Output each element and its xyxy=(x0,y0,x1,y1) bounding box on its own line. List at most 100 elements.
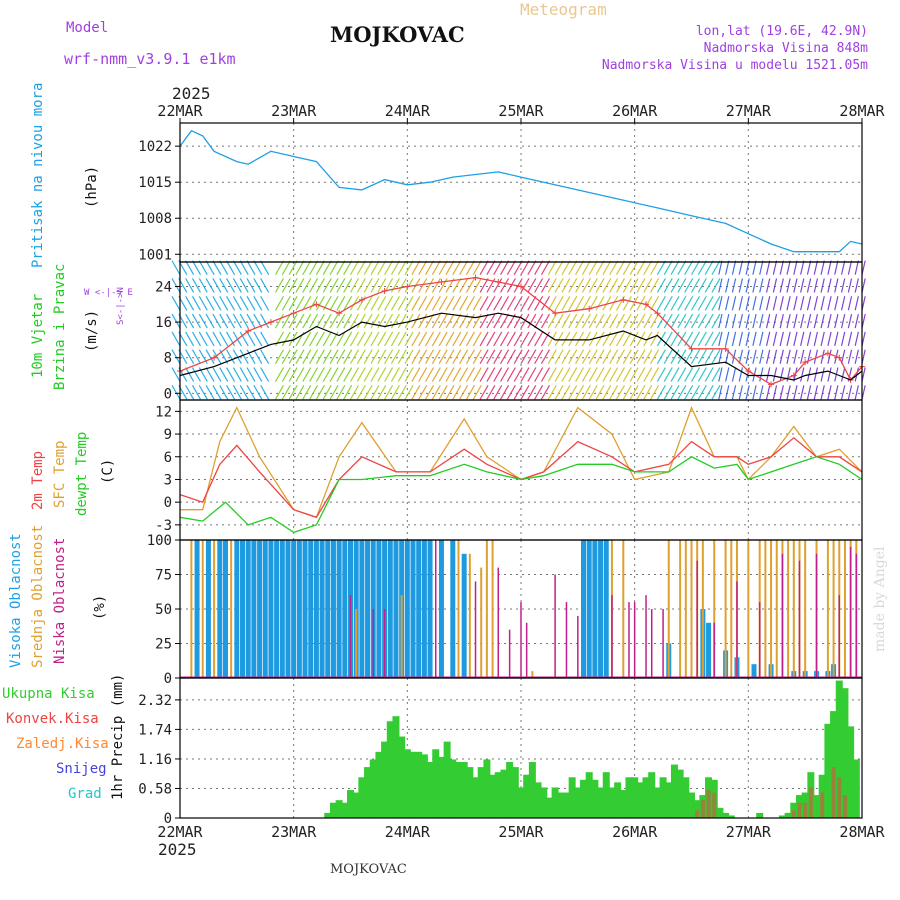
wind-barb xyxy=(315,278,325,293)
wind-barb xyxy=(609,260,619,275)
y-tick-label: 1001 xyxy=(138,247,172,263)
wind-barb xyxy=(704,295,714,311)
wind-barb xyxy=(390,313,400,329)
wind-barb xyxy=(424,331,435,347)
precip-bar-total xyxy=(676,769,684,818)
wind-barb xyxy=(513,385,523,400)
cloud-bar-mid xyxy=(701,540,704,677)
wind-barb xyxy=(459,295,469,311)
wind-barb xyxy=(547,349,557,365)
wind-barb xyxy=(418,278,428,293)
cloud-bar-high xyxy=(586,540,592,677)
wind-barb xyxy=(445,385,455,400)
cloud-bar-high xyxy=(382,540,388,677)
wind-barb xyxy=(239,260,249,275)
wind-barb xyxy=(438,260,448,275)
wind-barb xyxy=(336,313,346,329)
y-tick-label: 9 xyxy=(164,427,172,443)
wind-barb xyxy=(424,260,435,275)
wind-barb xyxy=(636,260,646,275)
wind-barb xyxy=(827,385,832,400)
wind-barb xyxy=(725,260,730,275)
wind-barb xyxy=(854,260,859,275)
wind-barb xyxy=(452,278,462,293)
wind-barb xyxy=(711,331,721,347)
wind-barb xyxy=(643,313,653,329)
wind-barb xyxy=(349,367,360,382)
y-tick-label: 0.58 xyxy=(138,781,172,797)
wind-barb xyxy=(309,385,319,400)
wind-barb xyxy=(800,313,805,329)
precip-bar-convective xyxy=(842,795,847,818)
cloud-bar-mid xyxy=(792,540,795,677)
wind-barb xyxy=(813,349,819,364)
wind-barb xyxy=(506,385,516,400)
wind-barb xyxy=(232,367,242,382)
cloud-bar-high xyxy=(438,540,444,677)
wind-barb xyxy=(752,349,757,364)
wind-barb xyxy=(465,260,475,275)
wind-barb xyxy=(643,349,653,365)
meteogram-label: Meteogram xyxy=(520,0,607,19)
wind-barb xyxy=(793,349,798,364)
wind-barb xyxy=(554,349,564,365)
wind-barb xyxy=(813,313,819,329)
wind-barb xyxy=(191,295,201,311)
x-tick-label-bottom: 25MAR xyxy=(498,823,544,841)
dewpt-line xyxy=(179,456,863,534)
wind-barb xyxy=(731,296,737,311)
model-altitude-label: Nadmorska Visina u modelu 1521.05m xyxy=(601,58,868,73)
x-tick-label-top: 23MAR xyxy=(271,102,317,120)
wind-barb xyxy=(459,349,469,365)
precip-bar-convective xyxy=(797,802,802,818)
precip-bar-total xyxy=(722,812,730,818)
wind-barb xyxy=(246,295,256,311)
wind-barb xyxy=(219,278,229,293)
wind-barb xyxy=(540,313,550,329)
cloud-bar-high xyxy=(393,540,399,677)
precip-bar-total xyxy=(636,782,644,818)
cloud-bar-low xyxy=(611,595,613,677)
wind-barb xyxy=(554,260,564,275)
wind-barb xyxy=(438,278,448,293)
cloud-bar-low xyxy=(497,567,500,677)
wind-barb xyxy=(765,331,771,347)
wind-barb xyxy=(253,295,263,311)
wind-barb xyxy=(731,367,737,382)
wind-barb xyxy=(527,367,537,382)
cloud-bar-low xyxy=(383,609,386,677)
cloud-bar-mid xyxy=(457,540,460,677)
wind-barb xyxy=(322,331,332,347)
wind-barb xyxy=(500,260,510,275)
wind-barb xyxy=(636,349,646,365)
precip-bar-total xyxy=(727,815,735,818)
wind-barb xyxy=(404,278,414,293)
wind-barb xyxy=(411,260,421,275)
wind-barb xyxy=(520,385,530,400)
cloud-bar-high xyxy=(387,540,393,677)
wind-barb xyxy=(540,295,550,311)
wind-barb xyxy=(397,260,407,275)
wind-barb xyxy=(445,331,455,347)
precip-bar-total xyxy=(517,787,525,818)
wind-barb xyxy=(295,385,305,400)
wind-barb xyxy=(615,313,626,329)
wind-barb xyxy=(602,260,612,275)
wind-barb xyxy=(534,385,544,400)
wind-barb xyxy=(232,295,242,311)
wind-barb xyxy=(309,367,319,382)
wind-barb xyxy=(806,260,812,275)
wind-barb xyxy=(725,367,730,382)
wind-barb xyxy=(479,313,489,329)
wind-barb xyxy=(643,278,653,293)
wind-barb xyxy=(540,349,550,365)
wind-barb xyxy=(656,295,666,311)
wind-barb xyxy=(731,278,737,293)
wind-barb xyxy=(343,367,353,382)
wind-barb xyxy=(205,367,215,382)
wind-barb xyxy=(302,349,312,365)
wind-barb xyxy=(595,331,605,347)
wind-barb xyxy=(397,295,407,311)
cloud-bar-mid xyxy=(843,540,846,677)
wind-barb xyxy=(239,349,249,365)
